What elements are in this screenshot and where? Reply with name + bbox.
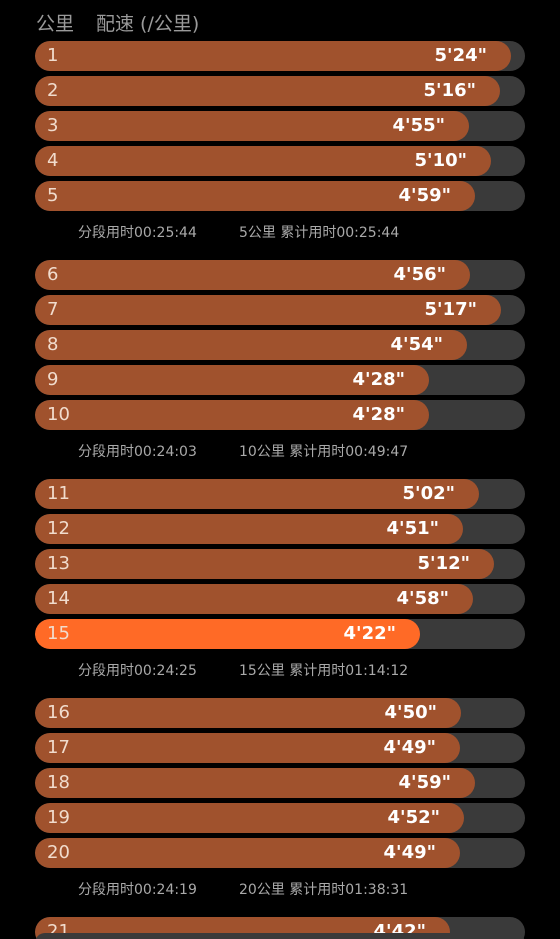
split-row[interactable]: 14 4'58" [35, 584, 525, 614]
pace-bar [35, 479, 479, 509]
split-row[interactable]: 13 5'12" [35, 549, 525, 579]
pace-value: 5'17" [424, 299, 477, 320]
pace-value: 4'28" [352, 404, 405, 425]
split-row[interactable]: 11 5'02" [35, 479, 525, 509]
pace-value: 4'50" [384, 702, 437, 723]
cumulative-time: 10公里 累计用时00:49:47 [239, 444, 409, 460]
pace-bar [35, 400, 429, 430]
km-number: 12 [47, 518, 70, 539]
km-number: 5 [47, 185, 59, 206]
group-summary: 分段用时00:24:25 15公里 累计用时01:14:12 [78, 659, 408, 683]
pace-value: 4'56" [393, 264, 446, 285]
split-row[interactable]: 9 4'28" [35, 365, 525, 395]
pace-value: 4'52" [387, 807, 440, 828]
km-number: 2 [47, 80, 59, 101]
pace-bar [35, 41, 511, 71]
pace-value: 4'28" [352, 369, 405, 390]
pace-bar [35, 111, 469, 141]
pace-value: 4'54" [390, 334, 443, 355]
pace-value: 4'51" [386, 518, 439, 539]
pace-value: 5'12" [417, 553, 470, 574]
pace-value: 4'59" [398, 185, 451, 206]
pace-bar [35, 549, 494, 579]
split-row[interactable]: 4 5'10" [35, 146, 525, 176]
pace-bar [35, 76, 500, 106]
km-number: 17 [47, 737, 70, 758]
split-row[interactable]: 19 4'52" [35, 803, 525, 833]
split-row[interactable]: 8 4'54" [35, 330, 525, 360]
pace-bar [35, 733, 460, 763]
km-number: 10 [47, 404, 70, 425]
group-summary: 分段用时00:24:03 10公里 累计用时00:49:47 [78, 440, 408, 464]
split-row[interactable]: 3 4'55" [35, 111, 525, 141]
pace-bar [35, 260, 470, 290]
split-row[interactable]: 15 4'22" [35, 619, 525, 649]
split-row[interactable]: 10 4'28" [35, 400, 525, 430]
cumulative-time: 5公里 累计用时00:25:44 [239, 225, 400, 241]
km-number: 20 [47, 842, 70, 863]
pace-bar [35, 768, 475, 798]
pace-bar [35, 514, 463, 544]
pace-bar [35, 330, 467, 360]
group-summary: 分段用时00:24:19 20公里 累计用时01:38:31 [78, 878, 408, 902]
pace-bar [35, 838, 460, 868]
pace-bar [35, 365, 429, 395]
km-number: 1 [47, 45, 59, 66]
split-row[interactable]: 5 4'59" [35, 181, 525, 211]
split-row[interactable]: 17 4'49" [35, 733, 525, 763]
cumulative-time: 20公里 累计用时01:38:31 [239, 882, 409, 898]
pace-value: 5'10" [414, 150, 467, 171]
pace-value: 4'59" [398, 772, 451, 793]
group-summary: 分段用时00:25:44 5公里 累计用时00:25:44 [78, 221, 399, 245]
km-number: 3 [47, 115, 59, 136]
split-time: 分段用时00:24:19 [78, 882, 197, 898]
pace-bar [35, 584, 473, 614]
km-number: 14 [47, 588, 70, 609]
split-row[interactable]: 6 4'56" [35, 260, 525, 290]
km-number: 11 [47, 483, 70, 504]
pace-bar [35, 698, 461, 728]
split-row[interactable]: 20 4'49" [35, 838, 525, 868]
split-row[interactable]: 18 4'59" [35, 768, 525, 798]
split-row[interactable]: 1 5'24" [35, 41, 525, 71]
pace-value: 4'49" [383, 737, 436, 758]
km-number: 8 [47, 334, 59, 355]
split-row[interactable]: 12 4'51" [35, 514, 525, 544]
km-column-label: 公里 [36, 12, 75, 35]
pace-bar [35, 181, 475, 211]
km-number: 18 [47, 772, 70, 793]
km-number: 15 [47, 623, 70, 644]
split-time: 分段用时00:24:25 [78, 663, 197, 679]
cumulative-time: 15公里 累计用时01:14:12 [239, 663, 409, 679]
split-time: 分段用时00:25:44 [78, 225, 197, 241]
km-number: 19 [47, 807, 70, 828]
pace-column-label: 配速 (/公里) [96, 12, 200, 35]
split-row[interactable]: 2 5'16" [35, 76, 525, 106]
pace-value: 5'24" [434, 45, 487, 66]
pace-value: 4'55" [392, 115, 445, 136]
km-number: 16 [47, 702, 70, 723]
km-number: 13 [47, 553, 70, 574]
split-row[interactable]: 16 4'50" [35, 698, 525, 728]
km-number: 6 [47, 264, 59, 285]
split-row[interactable]: 7 5'17" [35, 295, 525, 325]
pace-value: 4'22" [343, 623, 396, 644]
pace-value: 5'16" [423, 80, 476, 101]
pace-bar [35, 295, 501, 325]
pace-value: 4'58" [396, 588, 449, 609]
pace-bar [35, 803, 464, 833]
km-number: 9 [47, 369, 59, 390]
km-number: 4 [47, 150, 59, 171]
pace-value: 5'02" [402, 483, 455, 504]
km-number: 7 [47, 299, 59, 320]
split-time: 分段用时00:24:03 [78, 444, 197, 460]
pace-value: 4'49" [383, 842, 436, 863]
pace-header: 公里 配速 (/公里) [36, 8, 199, 36]
partial-row [35, 933, 525, 939]
pace-bar [35, 146, 491, 176]
pace-bar [35, 619, 420, 649]
